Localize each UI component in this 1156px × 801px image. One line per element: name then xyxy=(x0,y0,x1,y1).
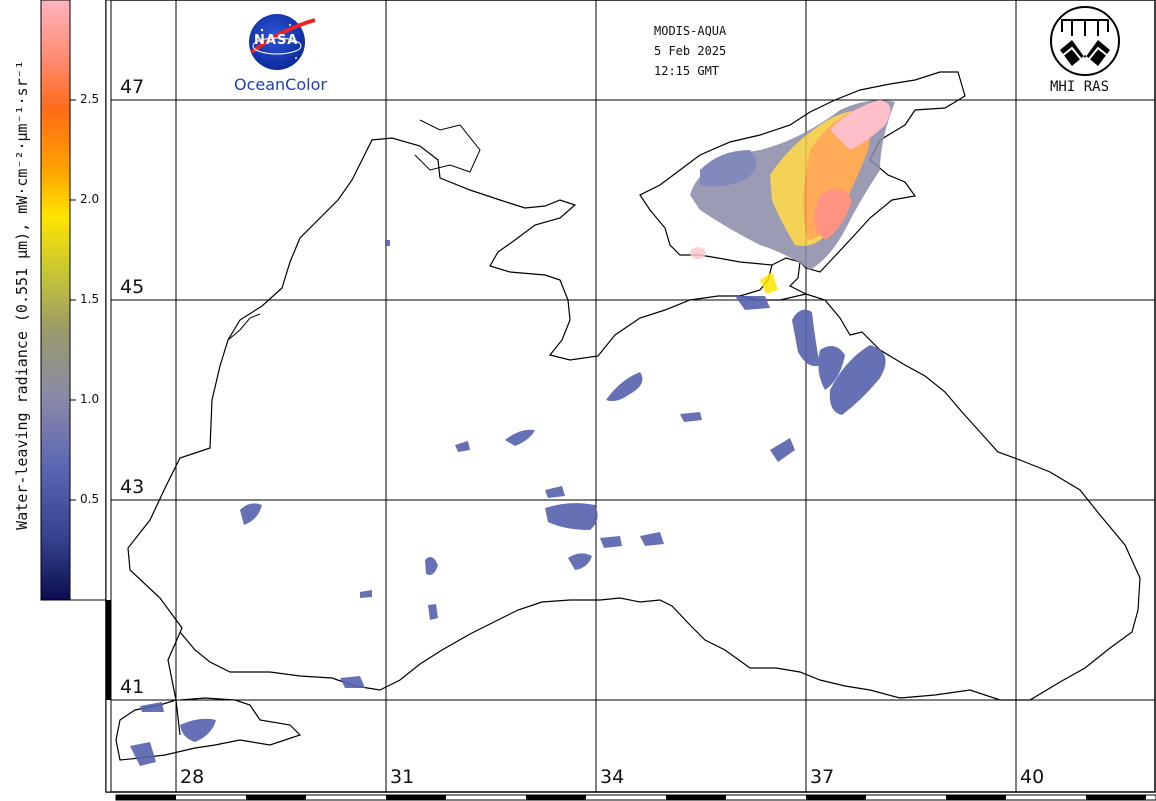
nasa-logo xyxy=(249,14,316,70)
lat-label-43: 43 xyxy=(120,476,145,498)
lon-label-40: 40 xyxy=(1020,766,1045,788)
kerch-strait xyxy=(739,257,807,297)
image-time: 12:15 GMT xyxy=(654,64,720,78)
lon-label-31: 31 xyxy=(390,766,415,788)
dnieper-estuary xyxy=(414,119,481,173)
satellite-name: MODIS-AQUA xyxy=(654,24,727,38)
colorbar-tick-label: 1.0 xyxy=(80,392,100,406)
mhi-ras-label: MHI RAS xyxy=(1050,79,1110,95)
lat-label-47: 47 xyxy=(120,76,145,98)
lon-label-37: 37 xyxy=(810,766,835,788)
lat-label-45: 45 xyxy=(120,276,145,298)
lon-scale-bar xyxy=(115,794,1156,801)
graticule xyxy=(106,0,1155,792)
oceancolor-label: OceanColor xyxy=(234,75,327,94)
lon-label-28: 28 xyxy=(180,766,205,788)
colorbar-tick-label: 0.5 xyxy=(80,492,100,506)
nasa-logo-text: NASA xyxy=(254,33,299,48)
azov-coastline xyxy=(639,71,966,273)
lat-scale-bar xyxy=(105,0,112,793)
colorbar-tick-label: 2.5 xyxy=(80,92,100,106)
colorbar-tick-label: 1.5 xyxy=(80,292,100,306)
black-sea-coastline xyxy=(127,137,1141,736)
mhi-logo xyxy=(1050,6,1120,76)
lat-label-41: 41 xyxy=(120,676,145,698)
image-date: 5 Feb 2025 xyxy=(654,44,727,58)
lon-label-34: 34 xyxy=(600,766,625,788)
colorbar-gradient xyxy=(40,0,71,601)
radiance-azov xyxy=(690,100,895,294)
colorbar xyxy=(40,0,106,601)
marmara-coastline xyxy=(115,697,302,761)
radiance-sea xyxy=(130,240,886,766)
map-frame xyxy=(105,0,1156,793)
colorbar-title: Water-leaving radiance (0.551 µm), mW·cm… xyxy=(13,60,31,530)
danube-delta xyxy=(227,313,261,341)
colorbar-tick-label: 2.0 xyxy=(80,192,100,206)
